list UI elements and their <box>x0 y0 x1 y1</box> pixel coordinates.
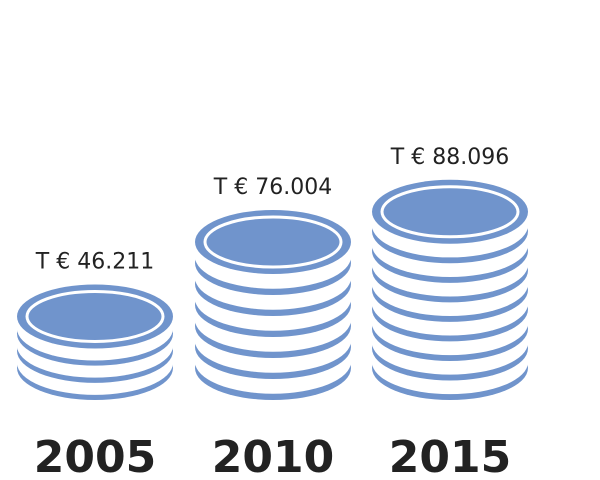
year-label: 2005 <box>34 432 156 480</box>
coin-ring <box>203 215 343 269</box>
coin-stack <box>195 209 351 400</box>
value-label: T € 46.211 <box>35 249 154 274</box>
coin-stack <box>17 284 173 400</box>
value-label: T € 88.096 <box>390 145 509 170</box>
year-label: 2015 <box>389 432 511 480</box>
coin-top <box>195 209 351 274</box>
value-label: T € 76.004 <box>213 175 332 200</box>
year-label: 2010 <box>212 432 334 480</box>
coin-ring <box>25 289 165 343</box>
coin-top <box>372 179 528 244</box>
coin-top <box>17 284 173 349</box>
coin-ring <box>380 185 520 239</box>
coin-stack <box>372 179 528 400</box>
